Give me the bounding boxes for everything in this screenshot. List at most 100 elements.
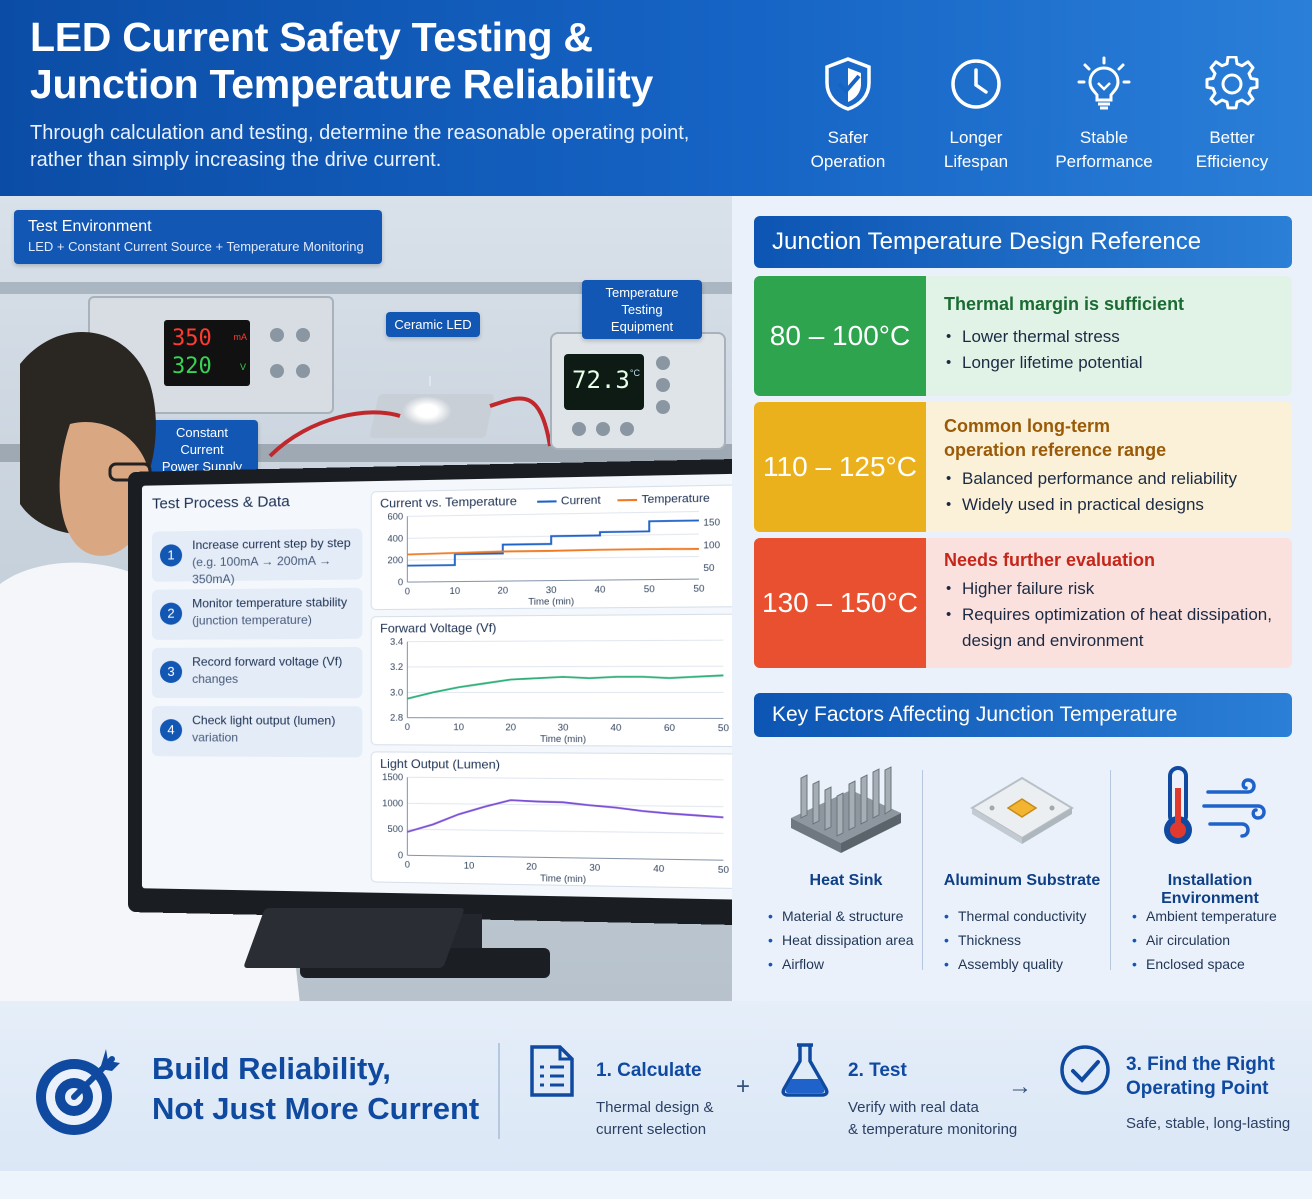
band-range: 80 – 100°C [754, 276, 926, 396]
x-tick-label: 10 [450, 586, 461, 596]
chart-light-output: 0 500 1000 1500 0 10 20 30 40 50 Time (min) Light … [371, 751, 732, 889]
process-step: 1 Increase current step by step (e.g. 10… [152, 528, 362, 581]
band-title-line: Needs further evaluation [944, 548, 1274, 572]
legend-swatch [617, 499, 637, 501]
band-range: 130 – 150°C [754, 538, 926, 668]
factor-title: Aluminum Substrate [930, 872, 1114, 890]
legend-swatch [537, 500, 556, 502]
step-text-line: Thermal design & [596, 1097, 714, 1119]
y-tick-label: 2.8 [390, 712, 403, 722]
step-line: variation [192, 729, 356, 747]
step-text-line: Safe, stable, long-lasting [1126, 1113, 1290, 1135]
gridline [407, 666, 723, 667]
x-tick-label: 30 [546, 585, 557, 596]
y-tick-label: 500 [387, 824, 403, 834]
plus-operator: + [736, 1073, 750, 1101]
band-body: Needs further evaluation Higher failure … [926, 538, 1292, 668]
step-title-line: 3. Find the Right [1126, 1053, 1290, 1077]
badge-longer-lifespan: Longer Lifespan [912, 56, 1040, 176]
x-tick-label: 40 [653, 863, 664, 874]
page-title: LED Current Safety Testing & Junction Te… [30, 14, 653, 108]
check-circle-icon [1058, 1043, 1112, 1097]
step-operating-point: 3. Find the Right Operating Point Safe, … [1126, 1053, 1290, 1135]
tester-button [656, 378, 670, 392]
factor-point: Airflow [768, 952, 914, 976]
step-title: 3. Find the Right Operating Point [1126, 1053, 1290, 1101]
key-factors: Heat Sink Material & structure Heat diss… [754, 758, 1304, 984]
tag-line: Testing Equipment [590, 301, 694, 335]
series-line-temperature [407, 548, 699, 554]
factor-list: Thermal conductivity Thickness Assembly … [944, 904, 1086, 976]
band-item: design and environment [944, 628, 1274, 654]
tester-button [596, 422, 610, 436]
factor-point: Thickness [944, 928, 1086, 952]
factor-heat-sink: Heat Sink Material & structure Heat diss… [754, 758, 938, 984]
step-title: 1. Calculate [596, 1059, 714, 1083]
x-tick-label: 50 [644, 584, 655, 595]
x-tick-label: 10 [453, 722, 464, 732]
gridline [407, 640, 723, 642]
x-tick-label: 60 [664, 722, 675, 733]
badge-label: Performance [1040, 150, 1168, 174]
tester-button [656, 356, 670, 370]
x-axis [407, 718, 723, 719]
divider [1110, 770, 1111, 970]
badge-label: Safer [784, 126, 912, 150]
reference-panel: Junction Temperature Design Reference 80… [732, 196, 1312, 1001]
series-line-current [407, 521, 699, 566]
band-title-line: Common long-term [944, 414, 1274, 438]
ceramic-led-tag: Ceramic LED [386, 312, 480, 337]
y2-tick-label: 50 [703, 562, 714, 573]
band-title: Thermal margin is sufficient [944, 290, 1274, 316]
step-number: 3 [160, 661, 182, 683]
x-tick-label: 20 [497, 585, 508, 595]
badge-label: Longer [912, 126, 1040, 150]
step-calculate: 1. Calculate Thermal design & current se… [596, 1059, 714, 1141]
y-tick-label: 0 [398, 850, 403, 860]
factor-point: Thermal conductivity [944, 904, 1086, 928]
band-body: Common long-term operation reference ran… [926, 402, 1292, 532]
y-tick-label: 3.0 [390, 687, 403, 697]
x-tick-label: 50 [693, 583, 704, 594]
factor-title: Heat Sink [754, 872, 938, 890]
subtitle-line-2: rather than simply increasing the drive … [30, 147, 750, 174]
step-description: Safe, stable, long-lasting [1126, 1113, 1290, 1135]
step-line: (junction temperature) [192, 611, 356, 629]
step-text: Monitor temperature stability (junction … [192, 594, 356, 630]
band-title-line: Thermal margin is sufficient [944, 292, 1274, 316]
step-number: 4 [160, 719, 182, 741]
slogan-line: Not Just More Current [152, 1089, 479, 1129]
footer-band: Build Reliability, Not Just More Current… [0, 1001, 1312, 1171]
band-range: 110 – 125°C [754, 402, 926, 532]
benefit-badges: Safer Operation Longer Lifespan Stable [784, 56, 1296, 176]
legend-label: Current [561, 494, 601, 507]
temperature-unit: °C [630, 368, 640, 378]
x-tick-label: 30 [558, 722, 569, 732]
factor-title: Installation Environment [1118, 872, 1302, 908]
badge-label: Better [1168, 126, 1296, 150]
factor-point: Enclosed space [1132, 952, 1277, 976]
badge-label: Stable [1040, 126, 1168, 150]
document-icon [528, 1043, 576, 1099]
chart-svg: 0 500 1000 1500 0 10 20 30 40 50 Time (min) [372, 752, 732, 888]
gridline [407, 557, 699, 561]
keyboard [243, 908, 465, 968]
temperature-readout: 72.3 [572, 366, 630, 394]
band-item: Higher failure risk [944, 576, 1274, 602]
factor-point: Heat dissipation area [768, 928, 914, 952]
y-tick-label: 600 [387, 511, 403, 522]
x-tick-label: 10 [464, 860, 475, 871]
tester-button [656, 400, 670, 414]
clock-icon [949, 56, 1003, 112]
shield-icon [822, 56, 874, 112]
y-tick-label: 1500 [382, 772, 403, 782]
step-line: Check light output (lumen) [192, 712, 356, 730]
band-title: Common long-term operation reference ran… [944, 414, 1274, 462]
band-item: Requires optimization of heat dissipatio… [944, 602, 1274, 628]
monitor: Test Process & Data 1 Increase current s… [128, 458, 732, 925]
arrow-operator: → [1008, 1073, 1032, 1101]
chart-current-vs-temperature: 0 200 400 600 50 100 150 0 10 20 30 40 50 50 Time (min… [371, 484, 732, 610]
y-tick-label: 1000 [382, 798, 403, 808]
band-110-125: 110 – 125°C Common long-term operation r… [754, 402, 1292, 532]
band-body: Thermal margin is sufficient Lower therm… [926, 276, 1292, 396]
